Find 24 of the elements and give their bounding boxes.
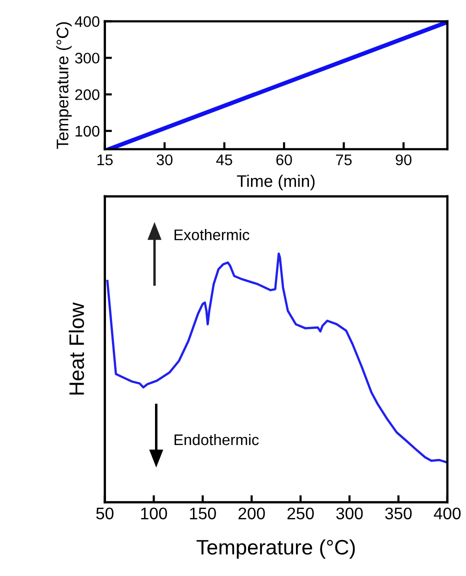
y-axis-title: Temperature (°C) (56, 22, 72, 149)
x-tick-label: 45 (216, 154, 232, 166)
text: Exothermic (174, 229, 250, 240)
y-axis-title: Heat Flow (68, 302, 84, 395)
x-tick-label: 50 (96, 508, 114, 520)
x-tick-label: 250 (288, 508, 314, 520)
x-tick-label: 400 (434, 508, 461, 520)
x-tick-label: 200 (238, 508, 265, 520)
x-axis-title: Temperature (°C) (196, 539, 355, 559)
x-tick-label: 15 (98, 154, 113, 166)
x-tick-label: 30 (156, 154, 172, 166)
x-tick-label: 350 (385, 508, 412, 520)
x-tick-label: 60 (276, 154, 292, 166)
annotation: Endothermic (174, 434, 259, 446)
x-axis-title: Time (min) (236, 174, 315, 190)
y-tick-label: 300 (75, 52, 100, 64)
x-tick-label: 75 (336, 154, 352, 166)
x-tick-label: 300 (336, 508, 363, 520)
y-tick-label: 400 (74, 16, 100, 27)
y-tick-label: 200 (75, 89, 100, 100)
x-tick-label: 90 (396, 154, 412, 166)
x-tick-label: 100 (141, 508, 168, 520)
y-tick-label: 100 (76, 126, 100, 137)
x-tick-label: 150 (190, 508, 216, 520)
